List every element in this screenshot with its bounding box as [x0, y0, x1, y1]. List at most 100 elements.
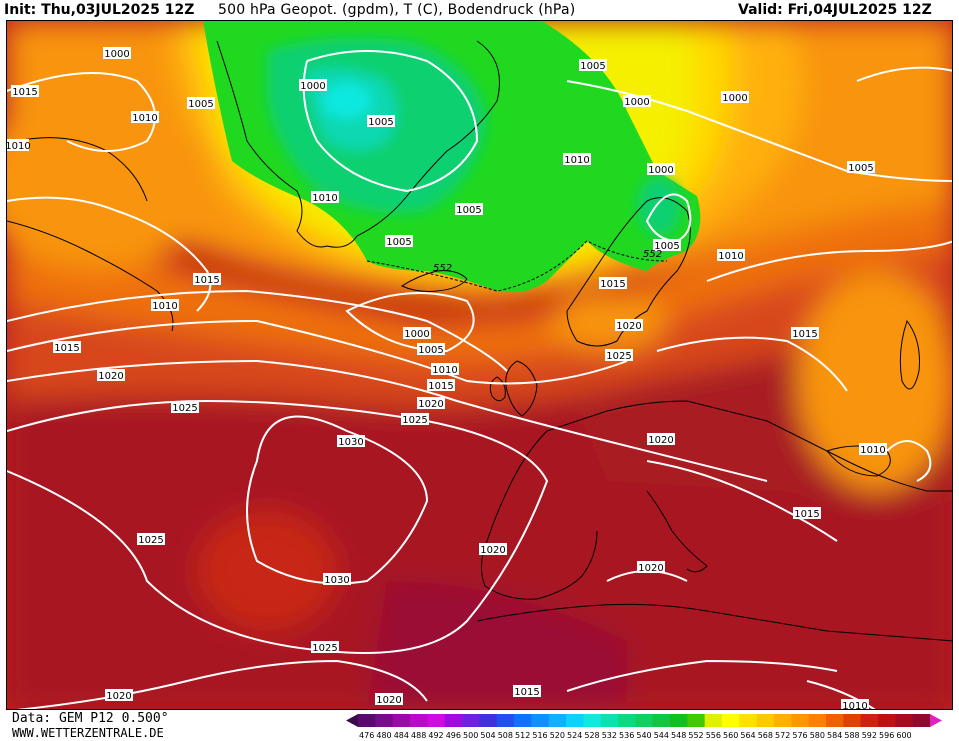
legend-tick-label: 568 — [758, 731, 773, 740]
isobar-label: 1025 — [401, 413, 429, 426]
svg-text:1015: 1015 — [428, 381, 453, 392]
isobar-label: 1010 — [311, 191, 339, 204]
svg-text:1025: 1025 — [402, 415, 427, 426]
isobar-label: 1025 — [311, 641, 339, 654]
legend-tick-label: 512 — [515, 731, 530, 740]
isobar-label: 1005 — [847, 161, 875, 174]
legend-swatch — [843, 714, 862, 727]
svg-text:1025: 1025 — [312, 643, 337, 654]
legend-tick-label: 492 — [428, 731, 443, 740]
legend-tick-label: 536 — [619, 731, 634, 740]
svg-text:1015: 1015 — [600, 279, 625, 290]
legend-swatch — [531, 714, 550, 727]
legend-tick-label: 548 — [671, 731, 686, 740]
weather-map[interactable]: 1000 1000 1000 1000 1000 1000 1005 1005 … — [6, 20, 953, 710]
svg-text:1000: 1000 — [404, 329, 429, 340]
isobar-label: 1005 — [417, 343, 445, 356]
legend-tick-label: 592 — [862, 731, 877, 740]
legend-swatch — [912, 714, 931, 727]
svg-text:1000: 1000 — [300, 81, 325, 92]
svg-text:1025: 1025 — [606, 351, 631, 362]
legend-tick-label: 524 — [567, 731, 582, 740]
isobar-label: 1020 — [105, 689, 133, 702]
isobar-label: 1030 — [323, 573, 351, 586]
isobar-label: 1025 — [171, 401, 199, 414]
svg-text:1010: 1010 — [312, 193, 337, 204]
legend-tick-label: 588 — [844, 731, 859, 740]
legend-swatch — [410, 714, 428, 727]
legend-tick-label: 520 — [550, 731, 565, 740]
svg-text:1005: 1005 — [188, 99, 213, 110]
isobar-label: 1000 — [403, 327, 431, 340]
isobar-label: 1010 — [859, 443, 887, 456]
isobar-label: 1020 — [647, 433, 675, 446]
data-source: Data: GEM P12 0.500° — [12, 711, 169, 726]
legend-tick-label: 560 — [723, 731, 738, 740]
legend-swatch — [444, 714, 463, 727]
svg-text:1005: 1005 — [386, 237, 411, 248]
legend-swatch — [358, 714, 376, 727]
svg-text:1010: 1010 — [564, 155, 589, 166]
svg-text:1000: 1000 — [722, 93, 747, 104]
legend-swatch — [860, 714, 879, 727]
legend-swatch — [704, 714, 723, 727]
legend-arrow-low — [346, 714, 358, 727]
legend-swatch — [774, 714, 792, 727]
isobar-label: 1010 — [841, 699, 869, 709]
legend-tick-label: 584 — [827, 731, 842, 740]
legend-swatch — [791, 714, 810, 727]
isobar-label: 1015 — [599, 277, 627, 290]
svg-text:1020: 1020 — [616, 321, 641, 332]
legend-swatch — [687, 714, 706, 727]
website-credit: WWW.WETTERZENTRALE.DE — [12, 726, 164, 740]
legend-tick-label: 544 — [654, 731, 669, 740]
svg-text:1030: 1030 — [338, 437, 363, 448]
legend-swatch — [392, 714, 411, 727]
isobar-label: 1015 — [513, 685, 541, 698]
legend-swatch — [635, 714, 654, 727]
legend-arrow-high — [930, 714, 942, 727]
legend-tick-label: 600 — [896, 731, 911, 740]
map-footer: Data: GEM P12 0.500° WWW.WETTERZENTRALE.… — [0, 710, 959, 741]
legend-swatch — [600, 714, 619, 727]
legend-tick-label: 516 — [532, 731, 547, 740]
legend-tick-label: 556 — [706, 731, 721, 740]
isobar-label: 1030 — [337, 435, 365, 448]
color-legend: 476 480 484 488 492 496 500 504 508 512 516 520 524 5… — [346, 714, 942, 740]
isobar-label: 1015 — [791, 327, 819, 340]
svg-text:1005: 1005 — [848, 163, 873, 174]
svg-text:552: 552 — [643, 249, 662, 260]
svg-text:1005: 1005 — [418, 345, 443, 356]
legend-tick-label: 488 — [411, 731, 426, 740]
legend-tick-label: 508 — [498, 731, 513, 740]
isobar-label: 1020 — [375, 693, 403, 706]
map-header: Init: Thu,03JUL2025 12Z 500 hPa Geopot. … — [0, 0, 959, 20]
legend-swatch — [670, 714, 688, 727]
isobar-label: 1000 — [647, 163, 675, 176]
legend-swatch — [375, 714, 394, 727]
isobar-label: 1015 — [11, 85, 39, 98]
svg-text:1010: 1010 — [132, 113, 157, 124]
svg-text:1020: 1020 — [418, 399, 443, 410]
isobar-label: 1000 — [721, 91, 749, 104]
isobar-label: 1025 — [137, 533, 165, 546]
svg-text:1020: 1020 — [106, 691, 131, 702]
legend-swatch — [895, 714, 914, 727]
map-title: 500 hPa Geopot. (gpdm), T (C), Bodendruc… — [218, 2, 576, 18]
svg-text:1015: 1015 — [514, 687, 539, 698]
isobar-label: 1000 — [623, 95, 651, 108]
legend-tick-label: 496 — [446, 731, 461, 740]
isobar-label: 1005 — [579, 59, 607, 72]
legend-tick-label: 476 — [359, 731, 374, 740]
svg-text:1020: 1020 — [480, 545, 505, 556]
svg-text:552: 552 — [433, 263, 452, 274]
svg-text:1015: 1015 — [12, 87, 37, 98]
isobar-label: 1005 — [187, 97, 215, 110]
color-legend-ticks: 476 480 484 488 492 496 500 504 508 512 516 520 524 5… — [359, 731, 912, 740]
color-legend-swatches — [346, 714, 942, 727]
svg-text:1030: 1030 — [324, 575, 349, 586]
legend-tick-label: 564 — [740, 731, 755, 740]
isobar-label: 1010 — [717, 249, 745, 262]
svg-text:1020: 1020 — [648, 435, 673, 446]
svg-text:1015: 1015 — [792, 329, 817, 340]
